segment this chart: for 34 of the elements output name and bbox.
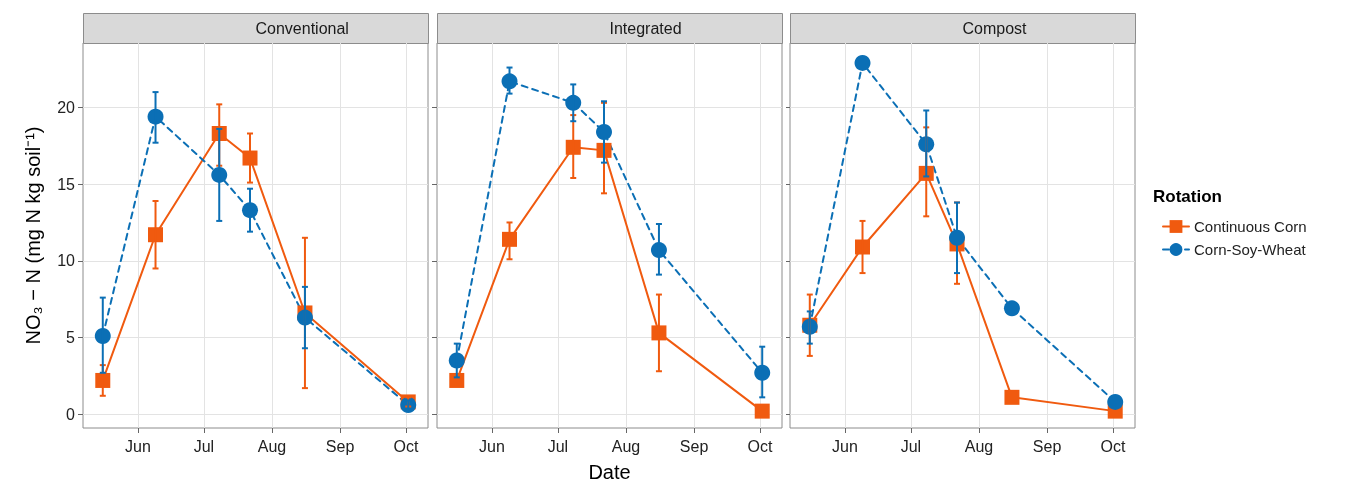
- x-tick-label: Oct: [393, 437, 420, 455]
- chart-title: Compost: [962, 19, 1028, 37]
- y-tick-label: 0: [66, 405, 76, 423]
- x-tick-label: Jul: [900, 437, 922, 455]
- x-tick-label: Sep: [679, 437, 709, 455]
- point: [449, 372, 465, 388]
- point: [1107, 393, 1124, 410]
- legend-title: Rotation: [1153, 187, 1222, 206]
- y-tick-label: 5: [66, 329, 76, 346]
- x-tick-label: Sep: [1032, 437, 1062, 455]
- x-axis-title: Date: [588, 461, 631, 483]
- x-tick-label: Oct: [1100, 437, 1127, 455]
- x-tick-label: Aug: [611, 437, 641, 455]
- x-tick-label: Jun: [479, 437, 505, 455]
- x-tick-label: Jun: [125, 437, 151, 455]
- x-tick-label: Jul: [193, 437, 215, 455]
- point: [754, 403, 770, 419]
- chart-title: Conventional: [255, 19, 349, 37]
- x-tick-label: Oct: [747, 437, 774, 455]
- x-tick-label: Aug: [257, 437, 287, 455]
- x-tick-label: Jul: [547, 437, 569, 455]
- y-axis-title: NO₃ − N (mg N kg soil⁻¹): [22, 126, 44, 345]
- legend-label: Corn-Soy-Wheat: [1194, 241, 1307, 258]
- chart-title: Integrated: [609, 19, 682, 37]
- legend-label: Continuous Corn: [1194, 218, 1307, 235]
- x-tick-label: Aug: [964, 437, 994, 455]
- point: [854, 54, 871, 71]
- y-tick-label: 15: [57, 175, 76, 193]
- x-tick-label: Jun: [832, 437, 858, 455]
- x-tick-label: Sep: [325, 437, 355, 455]
- point: [1003, 300, 1020, 317]
- y-tick-label: 20: [57, 98, 76, 116]
- y-tick-label: 10: [57, 252, 76, 270]
- point: [1004, 389, 1020, 405]
